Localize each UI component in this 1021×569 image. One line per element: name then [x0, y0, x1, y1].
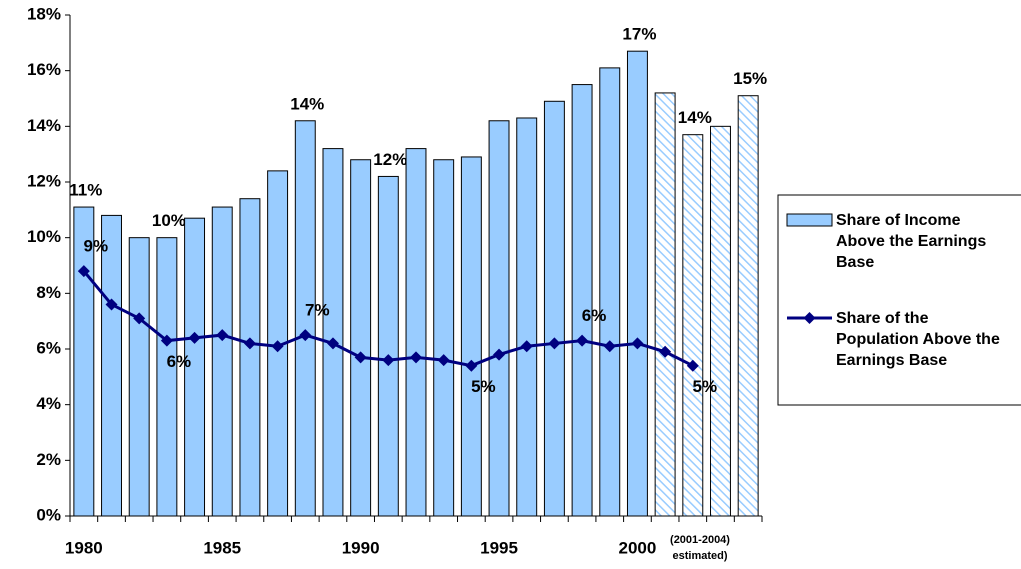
annotation: estimated): [672, 550, 727, 562]
bar: [101, 214, 122, 517]
data-label: 11%: [69, 181, 102, 200]
data-label: 5%: [471, 377, 496, 396]
line-marker: [133, 312, 146, 325]
line-marker: [465, 359, 478, 372]
y-tick-label: 2%: [36, 450, 61, 469]
bar: [405, 148, 427, 517]
data-label: 7%: [305, 301, 330, 320]
y-tick-label: 6%: [36, 338, 61, 357]
legend-label: Share of the Population Above the Earnin…: [836, 310, 1000, 369]
y-tick-label: 18%: [27, 4, 61, 23]
line-marker: [493, 348, 506, 361]
line-marker: [299, 329, 312, 342]
data-label: 9%: [84, 237, 109, 256]
annotation: (2001-2004): [670, 534, 730, 546]
y-tick-label: 14%: [27, 116, 61, 135]
line-marker: [354, 351, 367, 364]
y-tick-label: 4%: [36, 394, 61, 413]
data-label: 14%: [678, 108, 712, 127]
legend-box: [777, 194, 1021, 406]
line-marker: [243, 337, 256, 350]
line-marker: [520, 340, 533, 353]
line-marker: [686, 359, 699, 372]
x-tick-label: 1995: [480, 538, 518, 557]
legend-swatch: [786, 213, 833, 227]
line-marker: [77, 265, 90, 278]
line-marker: [659, 345, 672, 358]
bar: [543, 100, 565, 517]
bar: [626, 50, 648, 517]
line-marker: [271, 340, 284, 353]
bar: [516, 117, 538, 517]
line-marker: [188, 331, 201, 344]
line-marker: [437, 354, 450, 367]
bar: [488, 120, 510, 517]
bar: [737, 95, 759, 517]
bar: [654, 92, 676, 517]
y-tick-label: 12%: [27, 171, 61, 190]
data-label: 10%: [152, 211, 186, 230]
bar: [710, 125, 731, 517]
bar: [377, 175, 399, 517]
bar: [571, 84, 593, 517]
line-marker: [382, 354, 395, 367]
bar: [239, 198, 261, 517]
bar: [460, 156, 482, 517]
bar: [433, 159, 455, 517]
data-label: 14%: [290, 94, 324, 113]
y-tick-label: 10%: [27, 227, 61, 246]
data-label: 15%: [733, 69, 767, 88]
data-label: 5%: [693, 377, 718, 396]
data-label: 6%: [582, 306, 607, 325]
line-marker: [603, 340, 616, 353]
y-tick-label: 0%: [36, 505, 61, 524]
x-tick-label: 1980: [65, 538, 103, 557]
line-marker: [216, 329, 229, 342]
data-label: 6%: [167, 352, 192, 371]
bar: [350, 159, 372, 517]
x-tick-label: 2000: [619, 538, 657, 557]
bar: [156, 237, 178, 517]
line-marker: [631, 337, 644, 350]
line-marker: [576, 334, 589, 347]
data-label: 12%: [373, 150, 407, 169]
x-tick-label: 1985: [203, 538, 241, 557]
legend-marker: [803, 312, 816, 324]
bar: [211, 206, 233, 517]
bar: [322, 148, 344, 517]
line-marker: [548, 337, 561, 350]
legend-label: Share of Income Above the Earnings Base: [836, 212, 987, 271]
line-marker: [326, 337, 339, 350]
y-tick-label: 8%: [36, 283, 61, 302]
bar: [682, 134, 704, 517]
data-label: 17%: [622, 25, 656, 44]
y-tick-label: 16%: [27, 60, 61, 79]
bar: [599, 67, 621, 517]
bar: [128, 237, 150, 517]
line-marker: [410, 351, 422, 364]
x-tick-label: 1990: [342, 538, 380, 557]
line-marker: [105, 298, 118, 311]
line-marker: [160, 334, 173, 347]
